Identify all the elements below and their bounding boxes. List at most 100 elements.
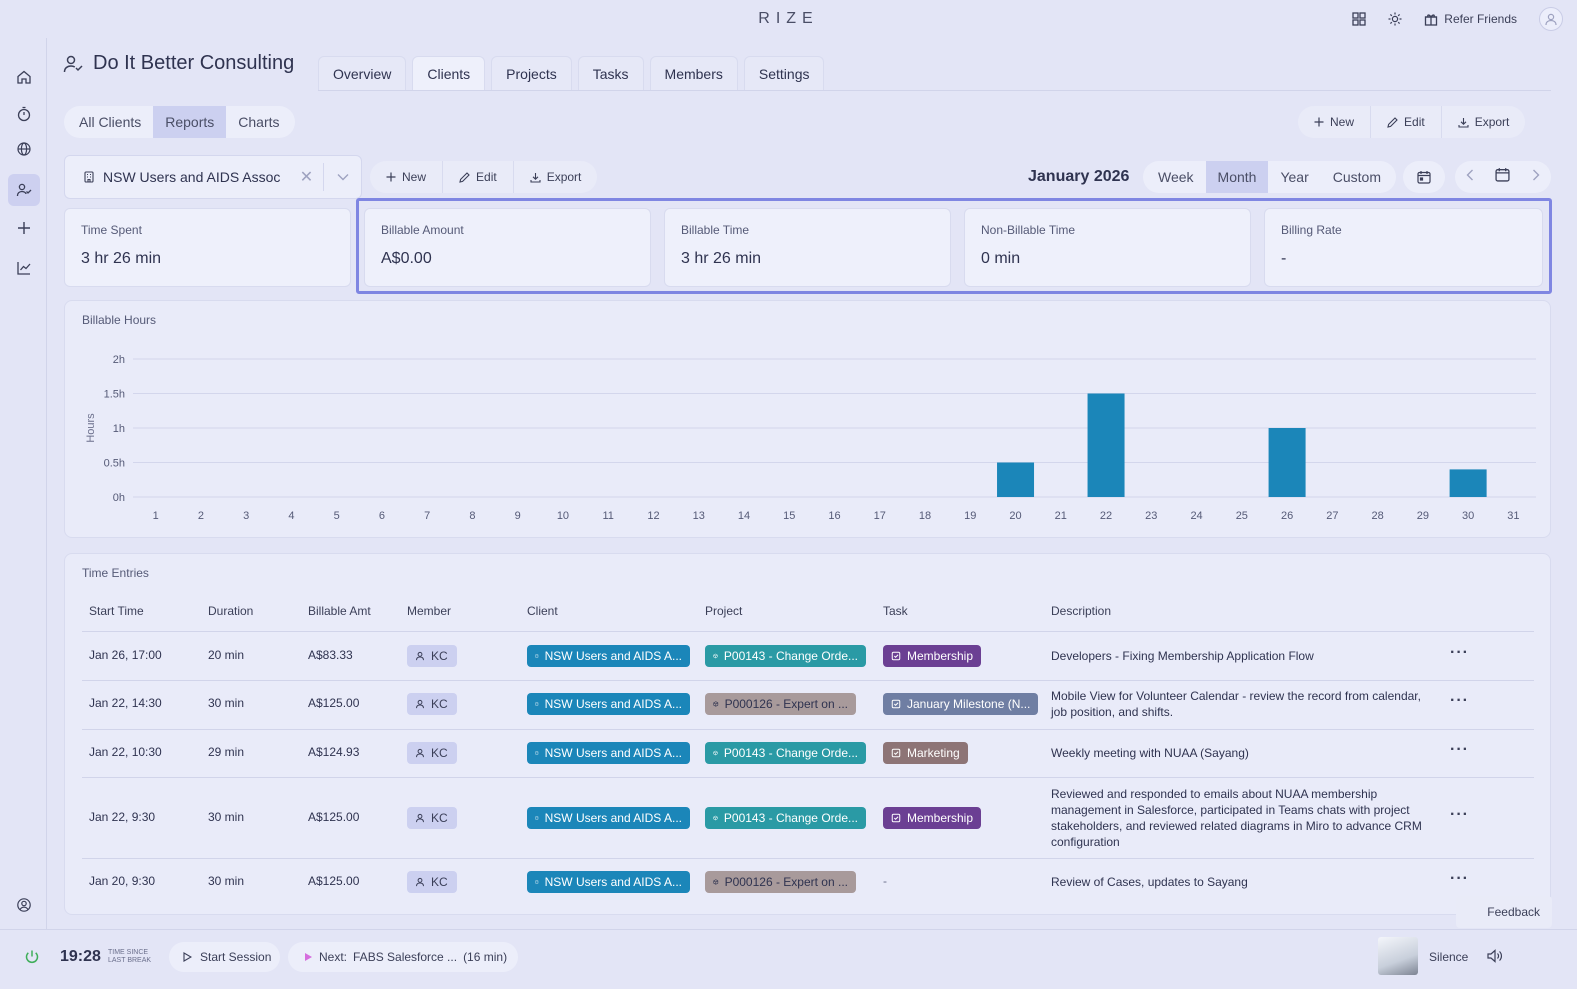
project-tag[interactable]: P00143 - Change Orde... <box>705 807 866 829</box>
widgets-icon[interactable] <box>1352 12 1366 26</box>
tab-members[interactable]: Members <box>649 56 738 91</box>
export-button[interactable]: Export <box>1442 106 1526 138</box>
bar-day-22[interactable] <box>1087 393 1125 498</box>
client-tag[interactable]: NSW Users and AIDS A... <box>527 645 690 667</box>
bar-day-30[interactable] <box>1449 469 1487 497</box>
client-dropdown-toggle[interactable] <box>323 163 361 191</box>
range-week-option[interactable]: Week <box>1158 169 1194 185</box>
all-clients-option[interactable]: All Clients <box>79 114 142 130</box>
sidebar-item-account[interactable] <box>8 889 40 921</box>
sidebar-item-clients[interactable] <box>8 174 40 206</box>
clear-client-button[interactable]: ✕ <box>299 169 314 186</box>
column-header-billable-amt[interactable]: Billable Amt <box>308 604 371 618</box>
user-check-icon <box>16 183 32 197</box>
member-tag[interactable]: KC <box>407 807 457 829</box>
x-tick-label: 16 <box>828 510 840 522</box>
table-divider <box>82 680 1534 681</box>
sidebar-item-add[interactable] <box>8 212 40 244</box>
plus-icon <box>1314 117 1324 127</box>
date-picker-button[interactable] <box>1495 167 1511 187</box>
member-tag[interactable]: KC <box>407 871 457 893</box>
x-tick-label: 8 <box>469 510 475 522</box>
sidebar-item-analytics[interactable] <box>8 252 40 284</box>
tab-clients[interactable]: Clients <box>412 56 486 91</box>
client-tag[interactable]: NSW Users and AIDS A... <box>527 693 690 715</box>
tab-tasks[interactable]: Tasks <box>577 56 644 91</box>
task-tag[interactable]: Membership <box>883 807 982 829</box>
sidebar-item-home[interactable] <box>8 61 40 93</box>
row-more-button[interactable]: ··· <box>1450 692 1469 709</box>
column-header-start-time[interactable]: Start Time <box>89 604 144 618</box>
column-header-description[interactable]: Description <box>1051 604 1112 618</box>
column-header-task[interactable]: Task <box>883 604 908 618</box>
entry-task-empty: - <box>883 874 887 888</box>
column-header-client[interactable]: Client <box>527 604 558 618</box>
client-export-button[interactable]: Export <box>514 161 598 193</box>
power-button[interactable] <box>24 949 40 970</box>
range-month-option[interactable]: Month <box>1205 161 1269 193</box>
bar-day-20[interactable] <box>997 462 1035 498</box>
row-more-button[interactable]: ··· <box>1450 644 1469 661</box>
next-session-button[interactable]: Next: FABS Salesforce ... (16 min) <box>288 942 518 972</box>
project-tag[interactable]: P00143 - Change Orde... <box>705 645 866 667</box>
sidebar-item-timer[interactable] <box>8 98 40 130</box>
project-tag[interactable]: P00143 - Change Orde... <box>705 742 866 764</box>
task-tag[interactable]: January Milestone (N... <box>883 693 1039 715</box>
task-tag[interactable]: Membership <box>883 645 982 667</box>
tab-overview[interactable]: Overview <box>318 56 407 91</box>
y-axis-label: Hours <box>85 413 97 443</box>
cube-icon <box>713 879 719 885</box>
volume-button[interactable] <box>1487 949 1503 968</box>
top-bar: RIZE Refer Friends <box>0 0 1577 38</box>
column-header-duration[interactable]: Duration <box>208 604 254 618</box>
client-select[interactable]: NSW Users and AIDS Assoc ✕ <box>64 155 362 199</box>
tab-settings[interactable]: Settings <box>743 56 825 91</box>
row-more-button[interactable]: ··· <box>1450 870 1469 887</box>
stat-value: 3 hr 26 min <box>81 250 162 267</box>
client-tag[interactable]: NSW Users and AIDS A... <box>527 807 690 829</box>
row-more-button[interactable]: ··· <box>1450 741 1469 758</box>
member-initials: KC <box>431 697 448 711</box>
reports-option[interactable]: Reports <box>153 106 227 138</box>
calendar-today-button[interactable] <box>1403 161 1445 193</box>
range-custom-option[interactable]: Custom <box>1332 169 1381 185</box>
column-header-project[interactable]: Project <box>705 604 743 618</box>
client-tag[interactable]: NSW Users and AIDS A... <box>527 742 690 764</box>
next-period-button[interactable] <box>1532 168 1540 186</box>
client-edit-button[interactable]: Edit <box>443 161 514 193</box>
chevron-left-icon <box>1466 169 1473 181</box>
x-tick-label: 18 <box>919 510 931 522</box>
start-session-button[interactable]: Start Session <box>169 942 280 972</box>
new-button[interactable]: New <box>1298 106 1372 138</box>
user-avatar[interactable] <box>1539 7 1563 31</box>
range-year-option[interactable]: Year <box>1280 169 1309 185</box>
edit-button[interactable]: Edit <box>1371 106 1442 138</box>
client-edit-label: Edit <box>476 170 497 184</box>
project-tag[interactable]: P000126 - Expert on ... <box>705 871 856 893</box>
previous-period-button[interactable] <box>1466 168 1474 186</box>
task-tag[interactable]: Marketing <box>883 742 968 764</box>
client-new-button[interactable]: New <box>370 161 444 193</box>
member-tag[interactable]: KC <box>407 742 457 764</box>
task-tag-label: Membership <box>907 649 974 663</box>
refer-friends-button[interactable]: Refer Friends <box>1424 12 1517 26</box>
column-header-member[interactable]: Member <box>407 604 452 618</box>
feedback-button[interactable]: Feedback <box>1456 896 1552 928</box>
charts-option[interactable]: Charts <box>238 114 280 130</box>
soundscape-label: Silence <box>1429 950 1469 964</box>
cube-icon <box>713 701 719 707</box>
project-tag[interactable]: P000126 - Expert on ... <box>705 693 856 715</box>
theme-sun-icon[interactable] <box>1388 12 1402 26</box>
next-session-title: FABS Salesforce ... <box>353 950 458 964</box>
member-tag[interactable]: KC <box>407 693 457 715</box>
top-right-controls: Refer Friends <box>1352 0 1563 38</box>
row-more-button[interactable]: ··· <box>1450 806 1469 823</box>
soundscape-thumbnail[interactable] <box>1378 937 1418 975</box>
entry-billable-amount: A$125.00 <box>308 874 360 888</box>
client-tag[interactable]: NSW Users and AIDS A... <box>527 871 690 893</box>
bar-day-26[interactable] <box>1268 428 1306 497</box>
sidebar-item-web[interactable] <box>8 133 40 165</box>
x-tick-label: 7 <box>424 510 430 522</box>
tab-projects[interactable]: Projects <box>491 56 572 91</box>
member-tag[interactable]: KC <box>407 645 457 667</box>
